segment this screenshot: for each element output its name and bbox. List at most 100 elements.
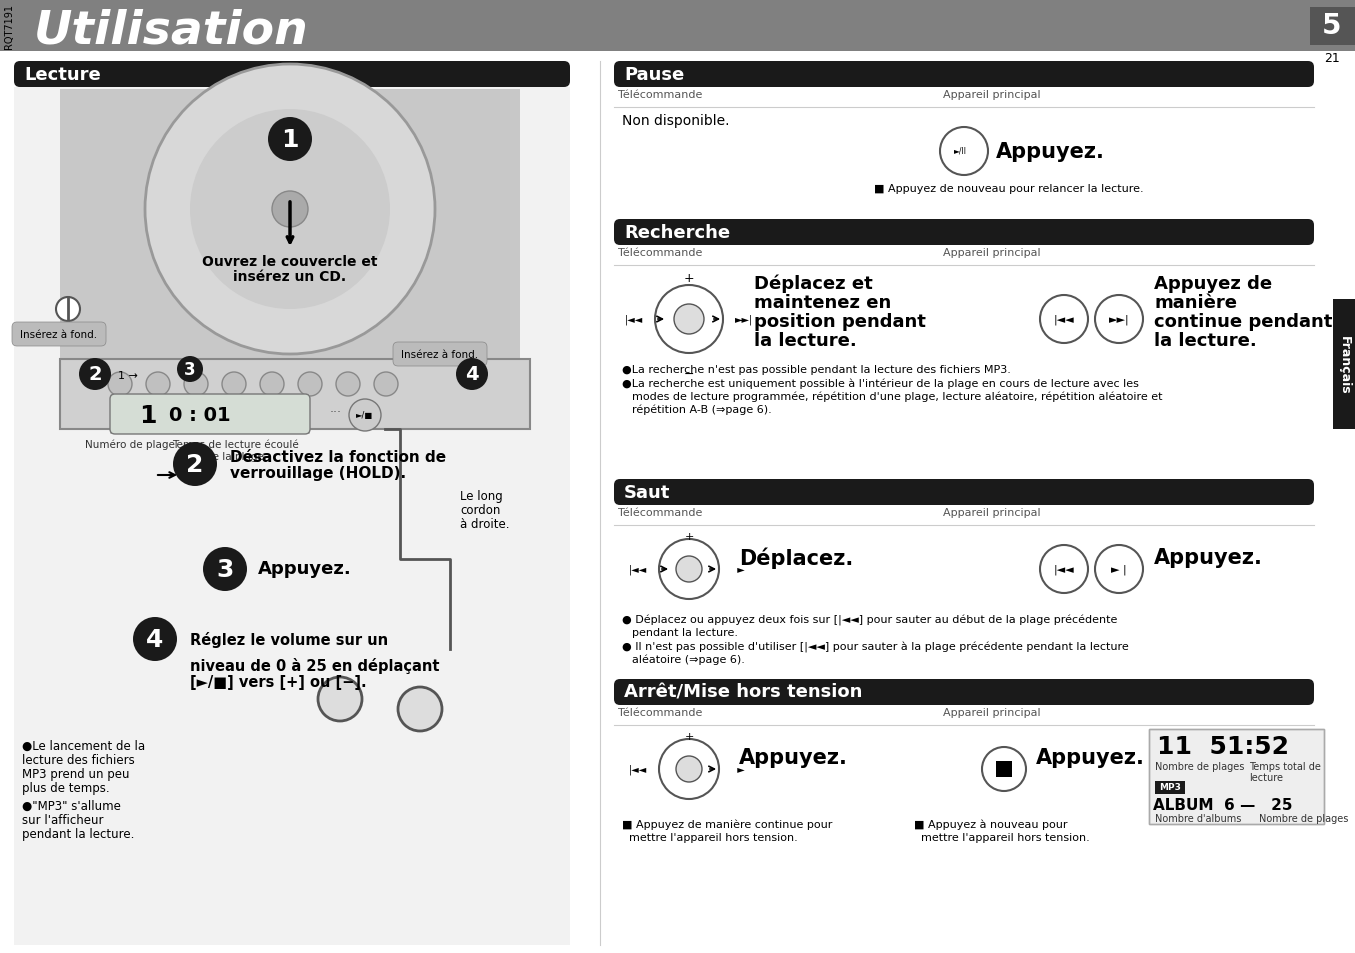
Text: 1: 1 [140,403,157,428]
Text: 3: 3 [217,558,233,581]
Text: la lecture.: la lecture. [1154,332,1256,350]
Text: Déplacez et: Déplacez et [753,274,873,294]
Text: Le long: Le long [459,490,503,502]
Text: ►/■: ►/■ [356,411,374,420]
Text: [►/■] vers [+] ou [−].: [►/■] vers [+] ou [−]. [190,675,367,689]
Text: Insérez à fond.: Insérez à fond. [401,350,478,359]
Text: 21: 21 [1324,52,1340,65]
Text: ► |: ► | [1111,564,1127,575]
Text: Ouvrez le couvercle et: Ouvrez le couvercle et [202,254,378,269]
Circle shape [1041,295,1088,344]
Text: Nombre de plages: Nombre de plages [1154,761,1244,771]
Text: Déplacez.: Déplacez. [738,547,854,569]
Text: Appuyez.: Appuyez. [257,559,352,578]
Bar [996,761,1012,778]
Circle shape [222,373,247,396]
Text: Arrêt/Mise hors tension: Arrêt/Mise hors tension [625,683,862,701]
Text: de la plage: de la plage [206,452,264,461]
Text: ■ Appuyez de nouveau pour relancer la lecture.: ■ Appuyez de nouveau pour relancer la le… [874,184,1144,193]
Text: ●La recherche n'est pas possible pendant la lecture des fichiers MP3.: ●La recherche n'est pas possible pendant… [622,365,1011,375]
Circle shape [145,65,435,355]
Circle shape [374,373,398,396]
Text: Appuyez.: Appuyez. [996,142,1104,162]
Circle shape [659,539,720,599]
Circle shape [190,110,390,310]
Text: Télécommande: Télécommande [618,248,702,257]
Text: Lecture: Lecture [24,66,100,84]
Text: niveau de 0 à 25 en déplaçant: niveau de 0 à 25 en déplaçant [190,658,439,673]
Text: Pause: Pause [625,66,684,84]
Circle shape [1041,545,1088,594]
Text: Télécommande: Télécommande [618,707,702,718]
Circle shape [178,356,203,382]
Text: ···: ··· [331,406,341,419]
Text: Non disponible.: Non disponible. [622,113,729,128]
Bar [0,0,1355,52]
Bar [60,359,530,430]
Text: lecture: lecture [1249,772,1283,782]
Text: Désactivez la fonction de: Désactivez la fonction de [230,450,446,464]
Text: |◄◄: |◄◄ [625,314,644,325]
Circle shape [676,557,702,582]
Text: −: − [684,368,694,380]
Text: 3: 3 [184,360,196,378]
Text: |◄◄: |◄◄ [629,564,646,575]
Text: Appuyez de: Appuyez de [1154,274,1272,293]
Bar [110,395,310,435]
Bar [14,88,570,945]
Circle shape [336,373,360,396]
Bar [14,325,104,345]
Text: pendant la lecture.: pendant la lecture. [631,627,738,638]
Circle shape [318,678,362,721]
FancyBboxPatch shape [614,220,1314,246]
Text: ►: ► [730,764,745,774]
Text: Utilisation: Utilisation [34,8,309,53]
Bar [60,90,520,370]
Bar [1149,729,1324,824]
Text: ALBUM  6 —   25: ALBUM 6 — 25 [1153,797,1293,812]
Circle shape [108,373,131,396]
Text: +: + [684,532,694,541]
Text: MP3 prend un peu: MP3 prend un peu [22,767,130,781]
Text: ►►|: ►►| [1108,314,1129,325]
Circle shape [457,358,488,391]
Text: ►/II: ►/II [954,147,967,156]
Text: ►►|: ►►| [734,314,753,325]
Text: Appareil principal: Appareil principal [943,507,1041,517]
Text: continue pendant: continue pendant [1154,313,1332,331]
Circle shape [1095,545,1144,594]
FancyBboxPatch shape [110,395,310,435]
Bar [1333,299,1355,430]
Bar [60,359,530,430]
FancyBboxPatch shape [614,62,1314,88]
Bar [1154,781,1186,794]
Text: Saut: Saut [625,483,671,501]
Text: Appareil principal: Appareil principal [943,248,1041,257]
Circle shape [676,757,702,782]
Circle shape [203,547,247,592]
Text: mettre l'appareil hors tension.: mettre l'appareil hors tension. [915,832,1089,842]
Text: 4: 4 [465,365,478,384]
Bar [1310,8,1355,46]
Text: à droite.: à droite. [459,517,509,531]
Text: Français: Français [1337,335,1351,394]
Text: Appareil principal: Appareil principal [943,90,1041,100]
Circle shape [79,358,111,391]
Text: Numéro de plage: Numéro de plage [85,439,175,450]
Text: MP3: MP3 [1159,782,1182,792]
Circle shape [398,687,442,731]
Text: Temps total de: Temps total de [1249,761,1321,771]
Circle shape [1095,295,1144,344]
Text: Appareil principal: Appareil principal [943,707,1041,718]
Text: 2: 2 [88,365,102,384]
Text: ■ Appuyez de manière continue pour: ■ Appuyez de manière continue pour [622,820,832,830]
Text: |◄◄: |◄◄ [629,764,646,775]
FancyBboxPatch shape [614,679,1314,705]
Text: pendant la lecture.: pendant la lecture. [22,827,134,841]
Text: Appuyez.: Appuyez. [1154,547,1263,567]
Text: +: + [684,272,694,285]
FancyBboxPatch shape [12,323,106,347]
Text: Appuyez.: Appuyez. [1037,747,1145,767]
Text: Recherche: Recherche [625,224,730,242]
Circle shape [56,297,80,322]
